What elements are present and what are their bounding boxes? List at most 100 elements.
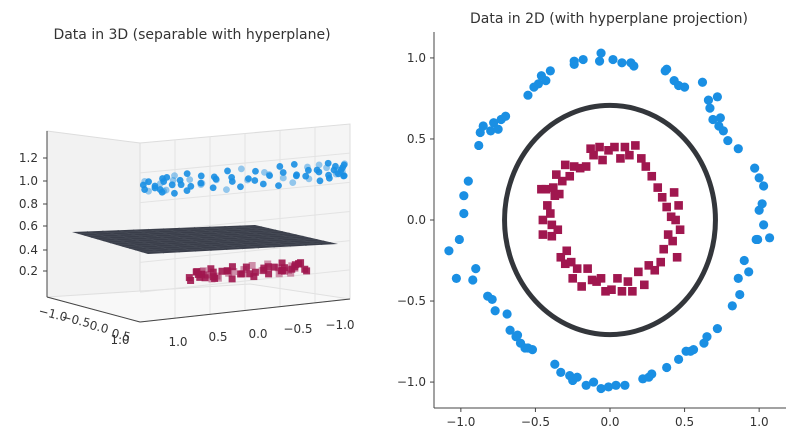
outer-point-3d [151, 184, 159, 192]
y-tick-label-3d: 0.0 [88, 318, 110, 336]
outer-point-3d [210, 173, 218, 181]
inner-point-3d [260, 266, 268, 274]
outer-point-3d [332, 162, 339, 170]
outer-point [527, 345, 538, 355]
inner-point [587, 275, 597, 285]
outer-point [487, 294, 497, 305]
inner-point-3d [274, 264, 282, 272]
outer-point [603, 382, 614, 392]
hyperplane-projection-circle [502, 102, 718, 338]
inner-point [634, 267, 643, 277]
inner-point-3d [270, 263, 278, 271]
inner-point [641, 162, 651, 171]
inner-point [550, 191, 560, 200]
outer-point-3d [315, 168, 323, 176]
inner-point [616, 154, 625, 163]
outer-point [608, 54, 618, 65]
inner-point [554, 189, 564, 199]
outer-point [478, 121, 488, 131]
outer-point-3d [279, 174, 287, 182]
outer-series-2d [444, 48, 775, 394]
inner-point-3d [199, 267, 207, 275]
outer-point [523, 90, 533, 100]
outer-point-3d [160, 178, 168, 185]
z-tick-label: 1.0 [19, 174, 38, 188]
inner-point [541, 184, 551, 194]
outer-point-3d [237, 165, 245, 173]
y-tick-label: 0.0 [407, 213, 426, 227]
decision-circle [502, 102, 718, 338]
inner-point [556, 252, 566, 262]
outer-point-3d [213, 176, 220, 184]
inner-point [549, 183, 558, 192]
outer-point [733, 273, 743, 283]
outer-point [647, 369, 657, 379]
outer-point [735, 289, 745, 300]
outer-point-3d [198, 179, 206, 187]
outer-point [533, 79, 544, 89]
y-tick-label-3d: 1.0 [110, 333, 129, 347]
inner-point [565, 171, 575, 181]
inner-series-3d [185, 259, 311, 284]
outer-point [753, 234, 763, 245]
outer-point [617, 58, 627, 68]
outer-point [459, 191, 469, 201]
right-2d-plot: −1.0 −0.5 0.0 0.5 1.0 −1.0 −0.5 0.0 0.5 1.0 [397, 32, 786, 429]
outer-point [703, 95, 714, 105]
outer-point [588, 377, 599, 387]
outer-point [444, 246, 454, 256]
outer-point [759, 220, 769, 230]
inner-point [653, 183, 663, 192]
inner-point [617, 287, 627, 296]
outer-point [505, 325, 515, 335]
y-tick-label: 0.5 [407, 132, 426, 146]
outer-point-3d [302, 172, 310, 180]
outer-point [468, 275, 478, 285]
outer-point-3d [169, 176, 177, 184]
inner-point [553, 225, 563, 235]
inner-point [586, 144, 595, 153]
inner-point-3d [230, 268, 238, 276]
inner-point-3d [214, 274, 222, 282]
outer-point [541, 76, 551, 86]
outer-point [757, 199, 767, 209]
outer-point [486, 126, 496, 136]
outer-point-3d [209, 184, 217, 192]
outer-point-3d [292, 172, 300, 180]
x-tick-label: 1.0 [750, 415, 769, 429]
outer-point-3d [325, 171, 332, 179]
inner-point [547, 231, 557, 241]
z-tick-label: 0.4 [19, 243, 38, 257]
x-tick-label: −1.0 [446, 415, 475, 429]
inner-point-3d [202, 271, 210, 279]
outer-point-3d [324, 159, 332, 167]
outer-point [754, 173, 764, 183]
outer-point [463, 176, 473, 186]
inner-point [601, 287, 610, 296]
x-axis-ticks-3d: 1.0 0.5 0.0 −0.5 −1.0 [168, 318, 354, 349]
inner-point [589, 150, 598, 160]
inner-point-3d [264, 263, 272, 271]
inner-point-3d [250, 273, 258, 281]
outer-point [733, 144, 743, 154]
outer-point-3d [290, 161, 298, 168]
inner-point [575, 163, 585, 173]
inner-point-3d [242, 263, 250, 271]
inner-point [647, 171, 657, 181]
y-tick-label: −0.5 [397, 294, 426, 308]
inner-point-3d [303, 267, 311, 275]
inner-point [538, 230, 548, 239]
inner-point-3d [218, 267, 226, 275]
z-tick-label: 0.8 [19, 197, 38, 211]
inner-point [674, 201, 683, 210]
inner-point [650, 265, 660, 275]
outer-point [674, 354, 684, 364]
inner-point-3d [280, 267, 288, 275]
outer-point [454, 234, 464, 245]
outer-point [512, 330, 523, 340]
outer-point [759, 181, 769, 191]
axes-2d: −1.0 −0.5 0.0 0.5 1.0 −1.0 −0.5 0.0 0.5 1.0 [397, 32, 786, 429]
outer-point-3d [168, 181, 176, 189]
inner-point [628, 287, 637, 296]
y-axis-ticks-3d: −1.0−0.50.0 0.51.0 [37, 304, 132, 347]
